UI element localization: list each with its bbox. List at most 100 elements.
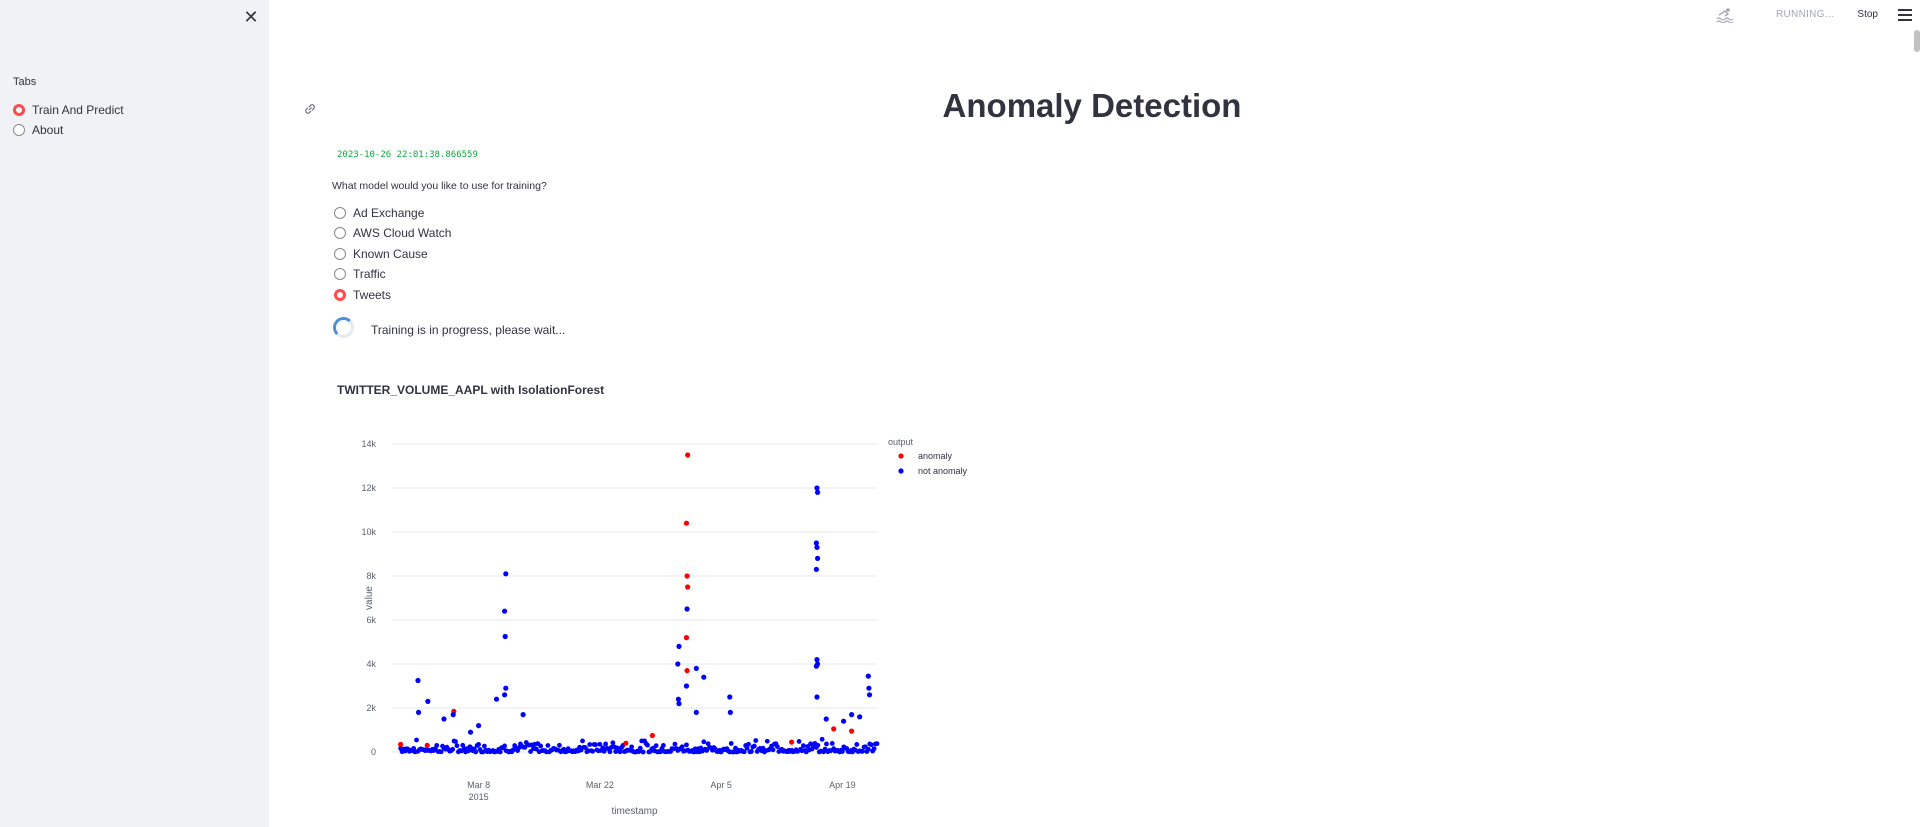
baseline-point (538, 743, 544, 749)
model-question-label: What model would you like to use for tra… (332, 180, 547, 192)
baseline-point (454, 743, 460, 749)
normal-point (676, 701, 682, 707)
baseline-point (860, 748, 865, 754)
normal-point (503, 685, 509, 691)
y-tick-label: 10k (361, 527, 376, 537)
anomaly-point (685, 584, 691, 590)
model-option-tweets[interactable]: Tweets (334, 288, 391, 302)
model-option-ad-exchange[interactable]: Ad Exchange (334, 206, 424, 220)
stop-button[interactable]: Stop (1857, 9, 1878, 20)
normal-point (823, 716, 829, 722)
anomaly-point (849, 728, 855, 734)
anomaly-point (831, 726, 837, 732)
anomaly-point (684, 668, 690, 674)
anchor-link-icon[interactable] (302, 101, 318, 117)
x-axis-year-label: 2015 (469, 792, 489, 802)
loading-spinner-icon (333, 317, 354, 338)
legend-entry: anomaly (918, 451, 953, 461)
normal-point (684, 606, 690, 612)
normal-point (441, 716, 447, 722)
normal-point (693, 709, 699, 715)
baseline-point (640, 749, 646, 755)
sidebar-item-train-and-predict[interactable]: Train And Predict (13, 103, 124, 117)
model-option-known-cause[interactable]: Known Cause (334, 247, 428, 261)
y-tick-label: 6k (366, 615, 376, 625)
baseline-point (854, 742, 860, 747)
anomaly-point (684, 573, 690, 579)
x-tick-label: Apr 19 (829, 780, 856, 790)
hamburger-menu-icon[interactable] (1898, 9, 1912, 21)
normal-point (467, 729, 474, 735)
baseline-point (672, 741, 678, 747)
chart-title: TWITTER_VOLUME_AAPL with IsolationForest (337, 383, 605, 397)
legend-marker (898, 453, 904, 459)
normal-point (476, 723, 482, 729)
radio-unselected-icon (334, 268, 346, 280)
normal-point (727, 694, 733, 700)
normal-point (415, 677, 421, 684)
baseline-point (601, 748, 607, 754)
normal-point (814, 489, 821, 495)
chart-legend[interactable]: output anomaly not anomaly (888, 437, 968, 476)
baseline-point (800, 743, 806, 749)
baseline-point (775, 744, 780, 750)
baseline-point (824, 741, 829, 747)
baseline-point (414, 737, 419, 743)
normal-point (676, 643, 682, 649)
y-tick-label: 0 (371, 747, 376, 757)
baseline-point (653, 743, 659, 749)
model-option-label: Tweets (353, 288, 392, 302)
normal-point (501, 608, 508, 614)
baseline-point (473, 749, 479, 755)
model-option-traffic[interactable]: Traffic (334, 267, 386, 281)
baseline-point (741, 749, 747, 755)
baseline-point (481, 743, 487, 749)
normal-point (814, 694, 820, 700)
baseline-point (434, 743, 440, 748)
chart-gridlines (392, 443, 877, 753)
baseline-point (815, 742, 821, 748)
model-option-label: Traffic (353, 267, 386, 281)
baseline-point (528, 749, 533, 754)
baseline-point (728, 741, 734, 746)
baseline-point (796, 739, 802, 744)
baseline-point (839, 749, 845, 754)
y-tick-label: 2k (366, 703, 376, 713)
legend-title: output (888, 437, 914, 447)
normal-point (501, 692, 508, 698)
normal-point (866, 685, 872, 691)
baseline-point (497, 749, 503, 755)
anomaly-point (623, 740, 629, 746)
sidebar-item-label: About (32, 123, 64, 137)
baseline-point (476, 742, 482, 747)
y-tick-label: 14k (361, 439, 376, 449)
baseline-point (610, 740, 616, 746)
anomaly-point (685, 452, 691, 458)
sidebar-item-about[interactable]: About (13, 123, 63, 137)
normal-point (675, 661, 681, 667)
normal-point (849, 712, 855, 718)
radio-unselected-icon (334, 248, 346, 260)
baseline-point (590, 748, 596, 754)
baseline-point (874, 741, 880, 747)
baseline-point (617, 749, 623, 755)
close-sidebar-button[interactable]: ✕ (240, 6, 262, 28)
timestamp-text: 2023-10-26 22:01:38.866559 (337, 150, 478, 160)
baseline-point (607, 749, 613, 755)
running-status: RUNNING... (1776, 9, 1834, 20)
model-option-aws-cloud-watch[interactable]: AWS Cloud Watch (334, 226, 451, 240)
legend-entry: not anomaly (918, 466, 968, 476)
page-scrollbar[interactable] (1914, 30, 1920, 52)
y-tick-label: 8k (366, 571, 376, 581)
model-option-label: Known Cause (353, 247, 428, 261)
baseline-point (819, 736, 825, 742)
baseline-point (597, 741, 603, 747)
normal-point (813, 540, 819, 546)
anomaly-point (398, 741, 404, 747)
normal-point (840, 718, 847, 724)
baseline-point (545, 743, 551, 748)
y-axis-label: value (364, 586, 375, 610)
radio-selected-icon (13, 104, 25, 116)
baseline-point (829, 741, 835, 746)
baseline-point (660, 743, 666, 748)
